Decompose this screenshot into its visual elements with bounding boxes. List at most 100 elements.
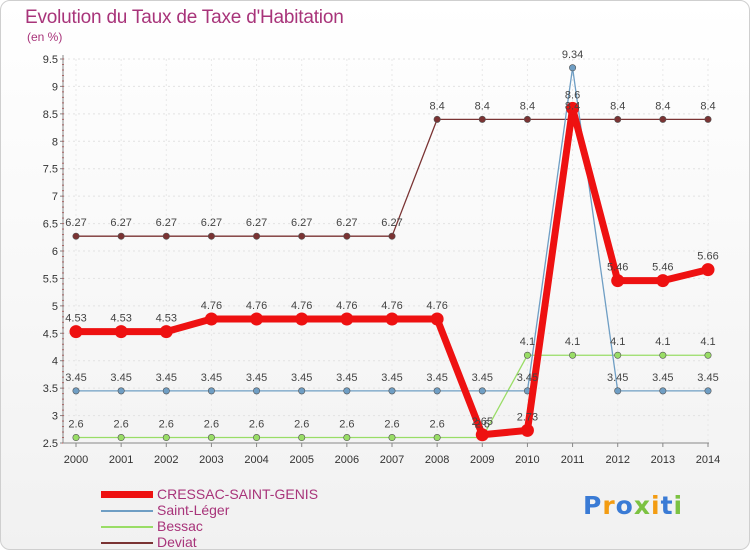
data-label-cressac-saint-genis: 4.76	[426, 300, 447, 312]
data-point-bessac	[569, 351, 577, 359]
data-point-cressac-saint-genis	[159, 325, 173, 339]
data-label-saint-l-ger: 3.45	[426, 372, 447, 384]
data-point-bessac	[162, 434, 170, 442]
data-label-bessac: 2.6	[339, 419, 354, 431]
data-point-bessac	[298, 434, 306, 442]
x-tick-label: 2007	[380, 454, 404, 466]
y-tick-label: 4.5	[43, 328, 58, 340]
data-point-saint-l-ger	[569, 64, 577, 72]
x-tick-label: 2000	[64, 454, 88, 466]
data-point-cressac-saint-genis	[566, 101, 580, 115]
data-point-saint-l-ger	[207, 387, 215, 395]
data-point-deviat	[388, 232, 396, 240]
data-point-cressac-saint-genis	[385, 312, 399, 326]
data-point-saint-l-ger	[659, 387, 667, 395]
y-tick-label: 7	[52, 191, 58, 203]
data-point-bessac	[659, 351, 667, 359]
legend-label-cressac: CRESSAC-SAINT-GENIS	[157, 486, 319, 502]
y-tick-label: 7.5	[43, 164, 58, 176]
legend-swatch-cressac	[101, 491, 153, 498]
legend-label-bessac: Bessac	[157, 518, 203, 534]
data-label-deviat: 8.4	[429, 100, 444, 112]
data-label-cressac-saint-genis: 4.76	[246, 300, 267, 312]
data-point-cressac-saint-genis	[430, 312, 444, 326]
data-label-cressac-saint-genis: 8.6	[565, 89, 580, 101]
data-point-deviat	[433, 115, 441, 123]
logo-letter: i	[673, 491, 684, 520]
chart-data-labels: 4.53 4.53 4.534.76 4.76 4.76 4.76 4.76 4.762.65…	[65, 49, 718, 431]
data-label-cressac-saint-genis: 2.65	[472, 416, 493, 428]
data-point-cressac-saint-genis	[250, 312, 264, 326]
data-label-cressac-saint-genis: 4.53	[65, 313, 86, 325]
data-label-deviat: 8.4	[520, 100, 535, 112]
x-tick-label: 2005	[289, 454, 313, 466]
data-point-deviat	[704, 115, 712, 123]
data-label-saint-l-ger: 3.45	[517, 372, 538, 384]
logo-letter: o	[615, 491, 634, 520]
x-tick-label: 2013	[651, 454, 675, 466]
logo-letter: r	[602, 491, 616, 520]
logo-letter: t	[660, 491, 674, 520]
data-point-bessac	[704, 351, 712, 359]
data-label-deviat: 8.4	[475, 100, 490, 112]
data-point-saint-l-ger	[117, 387, 125, 395]
data-label-bessac: 2.6	[249, 419, 264, 431]
data-point-deviat	[72, 232, 80, 240]
data-label-cressac-saint-genis: 5.46	[652, 262, 673, 274]
data-point-deviat	[659, 115, 667, 123]
data-point-bessac	[388, 434, 396, 442]
data-label-deviat: 6.27	[156, 217, 177, 229]
data-label-bessac: 4.1	[610, 336, 625, 348]
x-tick-label: 2003	[199, 454, 223, 466]
data-point-cressac-saint-genis	[69, 325, 83, 339]
data-point-saint-l-ger	[614, 387, 622, 395]
data-label-cressac-saint-genis: 4.53	[110, 313, 131, 325]
data-point-saint-l-ger	[704, 387, 712, 395]
data-point-saint-l-ger	[343, 387, 351, 395]
data-point-bessac	[207, 434, 215, 442]
data-label-cressac-saint-genis: 5.66	[697, 251, 718, 263]
data-label-cressac-saint-genis: 4.76	[201, 300, 222, 312]
data-point-saint-l-ger	[478, 387, 486, 395]
data-label-cressac-saint-genis: 4.76	[291, 300, 312, 312]
chart-subtitle: (en %)	[27, 30, 63, 44]
logo-letter: i	[651, 491, 661, 520]
data-point-bessac	[253, 434, 261, 442]
data-label-saint-l-ger: 3.45	[607, 372, 628, 384]
y-tick-label: 8.5	[43, 109, 58, 121]
proxiti-logo: Proxiti	[583, 491, 683, 520]
data-label-bessac: 2.6	[294, 419, 309, 431]
data-label-bessac: 2.6	[159, 419, 174, 431]
data-label-bessac: 4.1	[565, 336, 580, 348]
data-label-deviat: 6.27	[201, 217, 222, 229]
data-point-cressac-saint-genis	[611, 274, 625, 288]
data-point-saint-l-ger	[72, 387, 80, 395]
data-label-bessac: 2.6	[384, 419, 399, 431]
data-label-cressac-saint-genis: 2.73	[517, 411, 538, 423]
data-label-bessac: 2.6	[68, 419, 83, 431]
legend-swatch-bessac	[101, 526, 153, 528]
logo-letter: x	[633, 491, 651, 520]
data-label-deviat: 8.4	[565, 100, 580, 112]
y-tick-label: 4	[52, 356, 58, 368]
y-tick-label: 8	[52, 136, 58, 148]
legend-swatch-saint-leger	[101, 510, 153, 512]
data-point-saint-l-ger	[388, 387, 396, 395]
data-label-saint-l-ger: 3.45	[291, 372, 312, 384]
data-point-cressac-saint-genis	[656, 274, 670, 288]
data-label-deviat: 6.27	[65, 217, 86, 229]
data-label-cressac-saint-genis: 4.53	[156, 313, 177, 325]
data-point-deviat	[162, 232, 170, 240]
legend-swatch-deviat	[101, 542, 153, 544]
y-tick-label: 6	[52, 246, 58, 258]
data-point-deviat	[478, 115, 486, 123]
data-label-bessac: 4.1	[700, 336, 715, 348]
chart-title: Evolution du Taux de Taxe d'Habitation	[25, 7, 344, 28]
data-label-saint-l-ger: 3.45	[110, 372, 131, 384]
y-tick-label: 2.5	[43, 438, 58, 450]
data-point-bessac	[523, 351, 531, 359]
x-tick-label: 2004	[244, 454, 268, 466]
data-label-saint-l-ger: 3.45	[246, 372, 267, 384]
data-point-saint-l-ger	[253, 387, 261, 395]
